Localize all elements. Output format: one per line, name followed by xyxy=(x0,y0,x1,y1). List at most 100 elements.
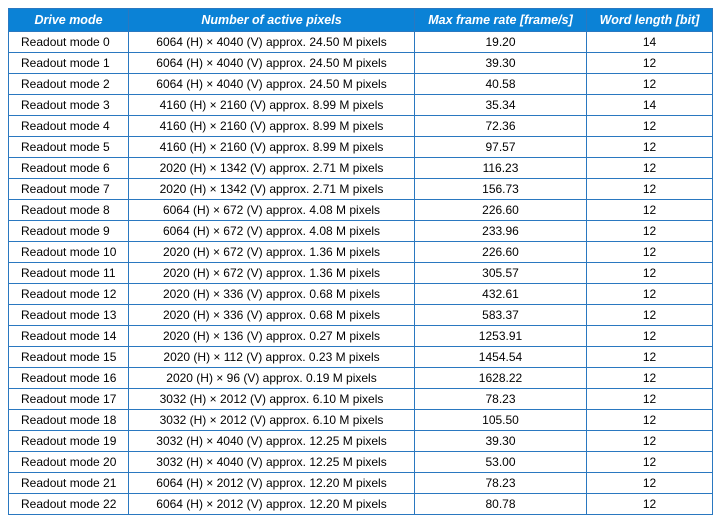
table-row: Readout mode 152020 (H) × 112 (V) approx… xyxy=(9,347,713,368)
cell-word-length: 12 xyxy=(587,410,713,431)
table-row: Readout mode 203032 (H) × 4040 (V) appro… xyxy=(9,452,713,473)
cell-frame-rate: 116.23 xyxy=(415,158,587,179)
table-row: Readout mode 226064 (H) × 2012 (V) appro… xyxy=(9,494,713,515)
table-row: Readout mode 102020 (H) × 672 (V) approx… xyxy=(9,242,713,263)
cell-active-pixels: 2020 (H) × 96 (V) approx. 0.19 M pixels xyxy=(129,368,415,389)
cell-word-length: 14 xyxy=(587,32,713,53)
table-row: Readout mode 06064 (H) × 4040 (V) approx… xyxy=(9,32,713,53)
table-row: Readout mode 216064 (H) × 2012 (V) appro… xyxy=(9,473,713,494)
table-row: Readout mode 122020 (H) × 336 (V) approx… xyxy=(9,284,713,305)
cell-drive-mode: Readout mode 11 xyxy=(9,263,129,284)
cell-active-pixels: 2020 (H) × 672 (V) approx. 1.36 M pixels xyxy=(129,263,415,284)
cell-frame-rate: 19.20 xyxy=(415,32,587,53)
cell-word-length: 12 xyxy=(587,158,713,179)
cell-frame-rate: 72.36 xyxy=(415,116,587,137)
cell-drive-mode: Readout mode 21 xyxy=(9,473,129,494)
table-row: Readout mode 86064 (H) × 672 (V) approx.… xyxy=(9,200,713,221)
cell-frame-rate: 80.78 xyxy=(415,494,587,515)
cell-drive-mode: Readout mode 16 xyxy=(9,368,129,389)
col-header-word-length: Word length [bit] xyxy=(587,9,713,32)
cell-frame-rate: 78.23 xyxy=(415,389,587,410)
cell-drive-mode: Readout mode 12 xyxy=(9,284,129,305)
cell-frame-rate: 233.96 xyxy=(415,221,587,242)
cell-word-length: 12 xyxy=(587,116,713,137)
cell-frame-rate: 226.60 xyxy=(415,242,587,263)
cell-word-length: 12 xyxy=(587,74,713,95)
cell-word-length: 12 xyxy=(587,347,713,368)
cell-drive-mode: Readout mode 9 xyxy=(9,221,129,242)
table-row: Readout mode 173032 (H) × 2012 (V) appro… xyxy=(9,389,713,410)
cell-active-pixels: 3032 (H) × 2012 (V) approx. 6.10 M pixel… xyxy=(129,410,415,431)
cell-drive-mode: Readout mode 1 xyxy=(9,53,129,74)
table-row: Readout mode 193032 (H) × 4040 (V) appro… xyxy=(9,431,713,452)
cell-drive-mode: Readout mode 15 xyxy=(9,347,129,368)
cell-drive-mode: Readout mode 7 xyxy=(9,179,129,200)
table-row: Readout mode 16064 (H) × 4040 (V) approx… xyxy=(9,53,713,74)
cell-active-pixels: 4160 (H) × 2160 (V) approx. 8.99 M pixel… xyxy=(129,95,415,116)
cell-frame-rate: 40.58 xyxy=(415,74,587,95)
table-row: Readout mode 96064 (H) × 672 (V) approx.… xyxy=(9,221,713,242)
cell-frame-rate: 305.57 xyxy=(415,263,587,284)
cell-active-pixels: 2020 (H) × 672 (V) approx. 1.36 M pixels xyxy=(129,242,415,263)
cell-frame-rate: 35.34 xyxy=(415,95,587,116)
cell-drive-mode: Readout mode 6 xyxy=(9,158,129,179)
cell-active-pixels: 6064 (H) × 2012 (V) approx. 12.20 M pixe… xyxy=(129,494,415,515)
cell-active-pixels: 6064 (H) × 672 (V) approx. 4.08 M pixels xyxy=(129,221,415,242)
cell-frame-rate: 432.61 xyxy=(415,284,587,305)
table-row: Readout mode 132020 (H) × 336 (V) approx… xyxy=(9,305,713,326)
cell-drive-mode: Readout mode 5 xyxy=(9,137,129,158)
cell-word-length: 12 xyxy=(587,431,713,452)
table-row: Readout mode 44160 (H) × 2160 (V) approx… xyxy=(9,116,713,137)
cell-active-pixels: 2020 (H) × 336 (V) approx. 0.68 M pixels xyxy=(129,305,415,326)
cell-drive-mode: Readout mode 0 xyxy=(9,32,129,53)
cell-word-length: 12 xyxy=(587,263,713,284)
cell-frame-rate: 39.30 xyxy=(415,53,587,74)
cell-frame-rate: 1628.22 xyxy=(415,368,587,389)
cell-active-pixels: 3032 (H) × 4040 (V) approx. 12.25 M pixe… xyxy=(129,452,415,473)
cell-active-pixels: 2020 (H) × 1342 (V) approx. 2.71 M pixel… xyxy=(129,179,415,200)
table-row: Readout mode 54160 (H) × 2160 (V) approx… xyxy=(9,137,713,158)
cell-word-length: 12 xyxy=(587,200,713,221)
cell-drive-mode: Readout mode 19 xyxy=(9,431,129,452)
cell-word-length: 12 xyxy=(587,179,713,200)
cell-active-pixels: 6064 (H) × 4040 (V) approx. 24.50 M pixe… xyxy=(129,32,415,53)
cell-word-length: 12 xyxy=(587,326,713,347)
cell-active-pixels: 6064 (H) × 4040 (V) approx. 24.50 M pixe… xyxy=(129,74,415,95)
table-row: Readout mode 162020 (H) × 96 (V) approx.… xyxy=(9,368,713,389)
cell-frame-rate: 39.30 xyxy=(415,431,587,452)
readout-modes-table: Drive mode Number of active pixels Max f… xyxy=(8,8,713,515)
cell-word-length: 12 xyxy=(587,137,713,158)
cell-frame-rate: 226.60 xyxy=(415,200,587,221)
cell-word-length: 12 xyxy=(587,452,713,473)
cell-drive-mode: Readout mode 18 xyxy=(9,410,129,431)
table-row: Readout mode 34160 (H) × 2160 (V) approx… xyxy=(9,95,713,116)
cell-active-pixels: 6064 (H) × 4040 (V) approx. 24.50 M pixe… xyxy=(129,53,415,74)
table-body: Readout mode 06064 (H) × 4040 (V) approx… xyxy=(9,32,713,515)
cell-word-length: 12 xyxy=(587,389,713,410)
cell-frame-rate: 53.00 xyxy=(415,452,587,473)
table-row: Readout mode 62020 (H) × 1342 (V) approx… xyxy=(9,158,713,179)
cell-drive-mode: Readout mode 3 xyxy=(9,95,129,116)
cell-word-length: 12 xyxy=(587,53,713,74)
cell-drive-mode: Readout mode 13 xyxy=(9,305,129,326)
table-header: Drive mode Number of active pixels Max f… xyxy=(9,9,713,32)
cell-drive-mode: Readout mode 20 xyxy=(9,452,129,473)
cell-frame-rate: 1253.91 xyxy=(415,326,587,347)
table-row: Readout mode 183032 (H) × 2012 (V) appro… xyxy=(9,410,713,431)
cell-drive-mode: Readout mode 10 xyxy=(9,242,129,263)
col-header-frame-rate: Max frame rate [frame/s] xyxy=(415,9,587,32)
cell-frame-rate: 1454.54 xyxy=(415,347,587,368)
cell-word-length: 12 xyxy=(587,473,713,494)
table-row: Readout mode 72020 (H) × 1342 (V) approx… xyxy=(9,179,713,200)
cell-drive-mode: Readout mode 17 xyxy=(9,389,129,410)
cell-word-length: 12 xyxy=(587,221,713,242)
cell-word-length: 12 xyxy=(587,305,713,326)
cell-active-pixels: 6064 (H) × 672 (V) approx. 4.08 M pixels xyxy=(129,200,415,221)
cell-frame-rate: 78.23 xyxy=(415,473,587,494)
cell-active-pixels: 2020 (H) × 336 (V) approx. 0.68 M pixels xyxy=(129,284,415,305)
cell-frame-rate: 97.57 xyxy=(415,137,587,158)
cell-frame-rate: 583.37 xyxy=(415,305,587,326)
cell-drive-mode: Readout mode 2 xyxy=(9,74,129,95)
table-row: Readout mode 112020 (H) × 672 (V) approx… xyxy=(9,263,713,284)
cell-active-pixels: 3032 (H) × 2012 (V) approx. 6.10 M pixel… xyxy=(129,389,415,410)
